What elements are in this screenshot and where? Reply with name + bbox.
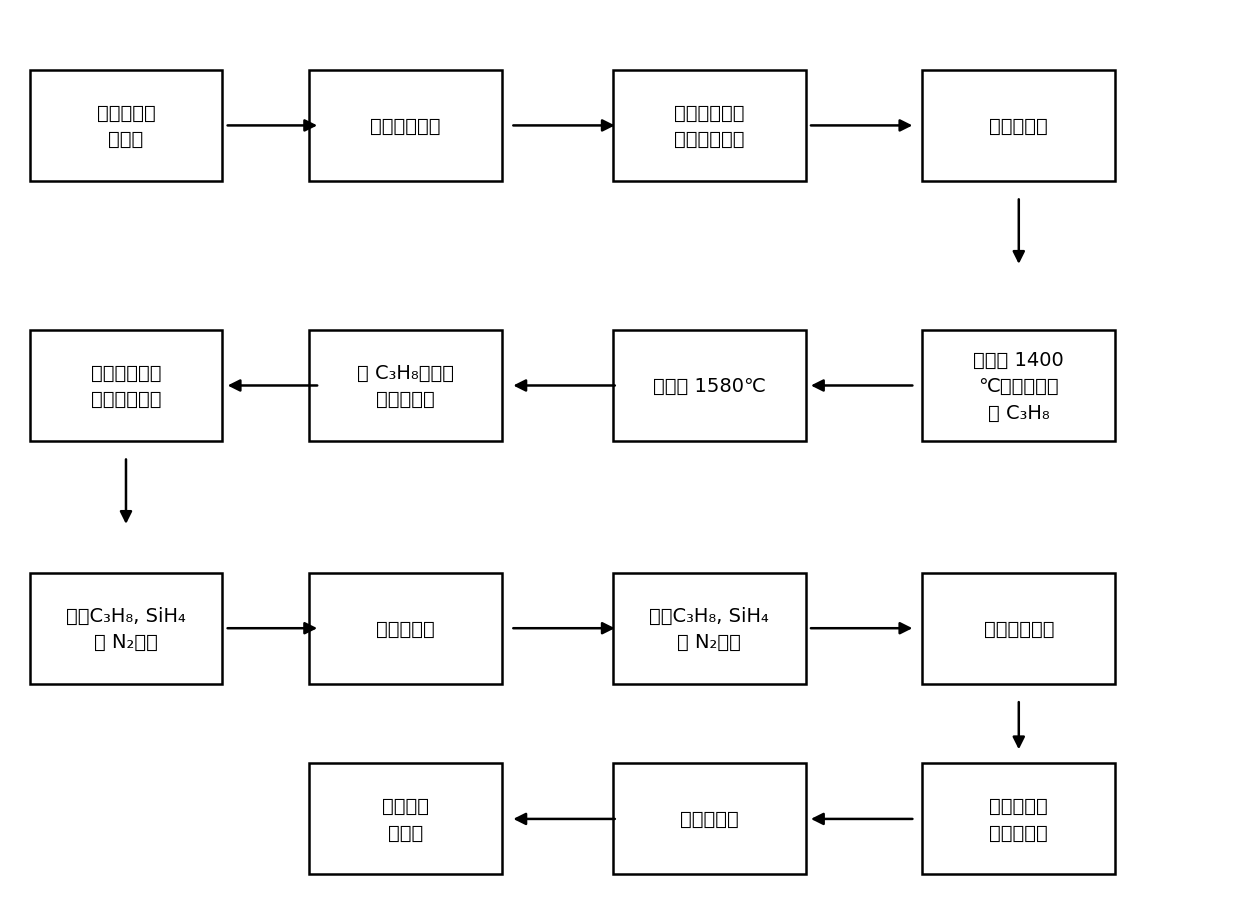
Text: 升温至 1580℃: 升温至 1580℃: [652, 376, 766, 396]
Bar: [923, 71, 1115, 181]
Text: 通氢气流，设
置反应室气压: 通氢气流，设 置反应室气压: [675, 104, 744, 149]
Bar: [613, 573, 806, 684]
Bar: [613, 71, 806, 181]
Text: 加热反应室: 加热反应室: [990, 116, 1048, 136]
Bar: [309, 71, 502, 181]
Text: 生长外延层: 生长外延层: [377, 619, 435, 638]
Text: 升温至 1400
℃，氢气流中
加 C₃H₈: 升温至 1400 ℃，氢气流中 加 C₃H₈: [973, 350, 1064, 422]
Bar: [30, 331, 222, 441]
Text: 含 C₃H₈的氢气
流原位刻蚀: 含 C₃H₈的氢气 流原位刻蚀: [357, 364, 454, 409]
Bar: [613, 331, 806, 441]
Text: 衬底片放入
反应室: 衬底片放入 反应室: [97, 104, 155, 149]
Bar: [309, 331, 502, 441]
Bar: [309, 764, 502, 874]
Text: 通氩气冷却: 通氩气冷却: [680, 809, 739, 829]
Bar: [30, 71, 222, 181]
Bar: [613, 764, 806, 874]
Bar: [309, 573, 502, 684]
Bar: [30, 573, 222, 684]
Text: 氢气流中冷却: 氢气流中冷却: [983, 619, 1054, 638]
Bar: [923, 764, 1115, 874]
Text: 关闭C₃H₈, SiH₄
和 N₂开关: 关闭C₃H₈, SiH₄ 和 N₂开关: [650, 606, 769, 651]
Text: 关闭氢气开
关，抽真空: 关闭氢气开 关，抽真空: [990, 796, 1048, 842]
Bar: [923, 573, 1115, 684]
Text: 设置反应室条
件，氢气流量: 设置反应室条 件，氢气流量: [91, 364, 161, 409]
Text: 充入氩气
至常压: 充入氩气 至常压: [382, 796, 429, 842]
Text: 反应室抽真空: 反应室抽真空: [371, 116, 441, 136]
Bar: [923, 331, 1115, 441]
Text: 打开C₃H₈, SiH₄
和 N₂开关: 打开C₃H₈, SiH₄ 和 N₂开关: [66, 606, 186, 651]
